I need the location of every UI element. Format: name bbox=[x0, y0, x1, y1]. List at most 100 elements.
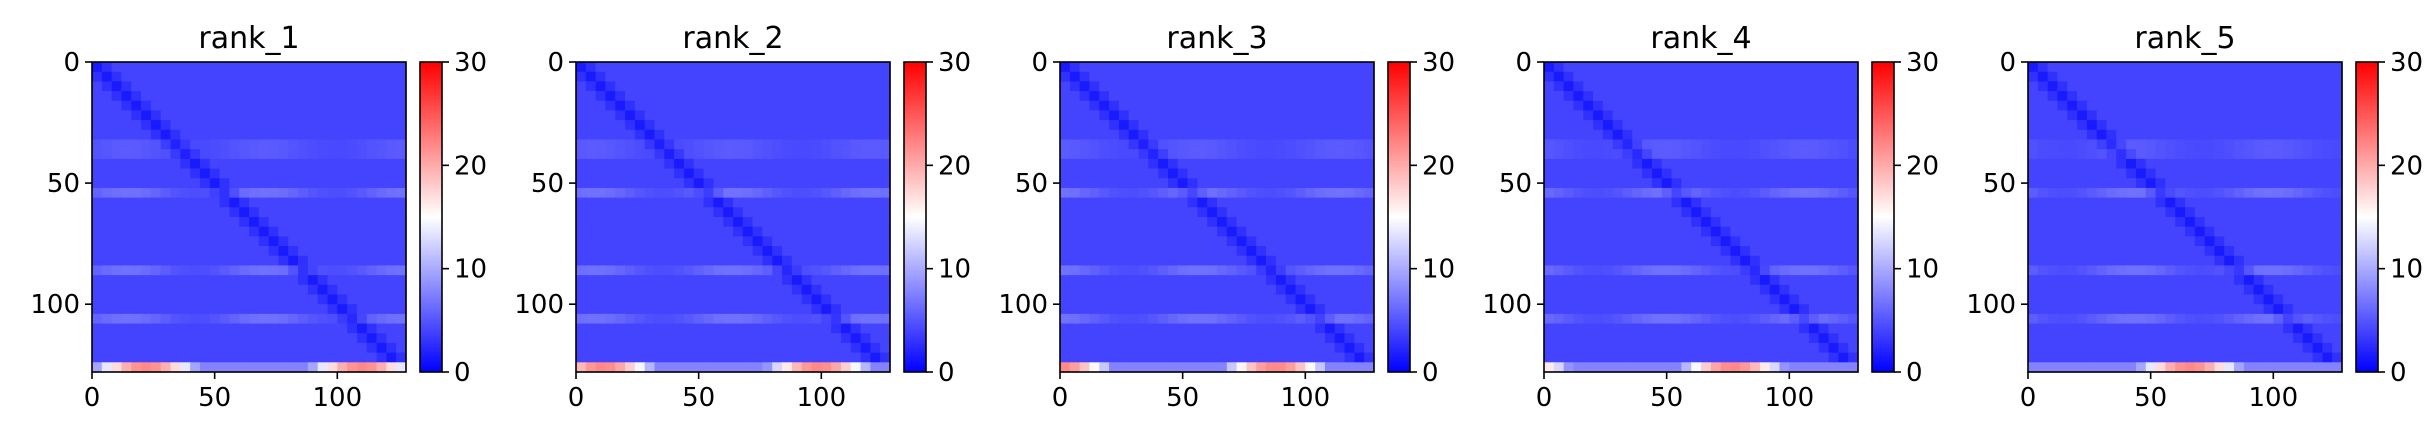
heatmap-cell bbox=[782, 110, 793, 121]
heatmap-cell bbox=[229, 168, 240, 179]
heatmap-cell bbox=[2106, 120, 2117, 131]
heatmap-cell bbox=[327, 129, 338, 141]
heatmap-cell bbox=[1593, 333, 1604, 344]
heatmap-cell bbox=[239, 226, 250, 237]
heatmap-cell bbox=[2302, 149, 2314, 160]
heatmap-cell bbox=[141, 187, 152, 199]
heatmap-cell bbox=[347, 236, 358, 247]
heatmap-cell bbox=[101, 294, 113, 305]
heatmap-cell bbox=[762, 255, 773, 267]
heatmap-cell bbox=[1256, 91, 1267, 102]
heatmap-cell bbox=[1295, 139, 1306, 150]
heatmap-cell bbox=[595, 333, 607, 344]
heatmap-cell bbox=[2224, 62, 2235, 73]
heatmap-cell bbox=[356, 139, 368, 150]
heatmap-cell bbox=[2057, 120, 2068, 131]
heatmap-cell bbox=[2135, 129, 2147, 141]
heatmap-cell bbox=[595, 255, 607, 267]
heatmap-cell bbox=[2037, 197, 2049, 208]
heatmap-cell bbox=[1305, 81, 1316, 92]
heatmap-cell bbox=[229, 100, 240, 112]
heatmap-cell bbox=[268, 217, 280, 228]
heatmap-cell bbox=[860, 246, 871, 257]
heatmap-cell bbox=[376, 178, 387, 189]
heatmap-cell bbox=[1661, 333, 1673, 344]
heatmap-cells bbox=[576, 62, 891, 373]
heatmap-cell bbox=[1295, 313, 1306, 325]
heatmap-cell bbox=[831, 236, 842, 247]
heatmap-cell bbox=[880, 62, 891, 73]
heatmap-cell bbox=[1079, 255, 1091, 267]
heatmap-cell bbox=[170, 187, 181, 199]
heatmap-cell bbox=[366, 362, 378, 373]
heatmap-cell bbox=[1069, 207, 1081, 218]
heatmap-cell bbox=[131, 333, 142, 344]
heatmap-cell bbox=[664, 71, 675, 82]
heatmap-cell bbox=[199, 323, 211, 334]
heatmap-cell bbox=[1553, 323, 1565, 334]
heatmap-cell bbox=[1334, 294, 1346, 305]
heatmap-cell bbox=[2106, 168, 2117, 179]
heatmap-cell bbox=[1118, 110, 1130, 121]
heatmap-cell bbox=[2067, 100, 2078, 112]
heatmap-cell bbox=[576, 91, 587, 102]
heatmap-cell bbox=[880, 110, 891, 121]
heatmap-cell bbox=[1563, 313, 1575, 325]
heatmap-cell bbox=[1769, 110, 1781, 121]
heatmap-cell bbox=[190, 352, 201, 363]
heatmap-cell bbox=[2096, 81, 2108, 92]
heatmap-cell bbox=[376, 246, 387, 257]
heatmap-cell bbox=[1583, 197, 1594, 208]
heatmap-cell bbox=[1563, 120, 1575, 131]
heatmap-cell bbox=[2312, 100, 2323, 112]
heatmap-cell bbox=[209, 129, 221, 141]
heatmap-cell bbox=[772, 62, 783, 73]
heatmap-cell bbox=[2243, 139, 2255, 150]
heatmap-cell bbox=[723, 91, 734, 102]
heatmap-cell bbox=[713, 197, 724, 208]
heatmap-cell bbox=[1266, 197, 1277, 208]
heatmap-cell bbox=[821, 139, 832, 150]
heatmap-cell bbox=[1256, 333, 1267, 344]
heatmap-cell bbox=[683, 362, 695, 373]
heatmap-cell bbox=[2175, 139, 2186, 150]
heatmap-cell bbox=[258, 91, 270, 102]
heatmap-cell bbox=[2135, 187, 2147, 199]
heatmap-cell bbox=[1848, 139, 1859, 150]
heatmap-cell bbox=[595, 275, 607, 286]
heatmap-cell bbox=[2273, 265, 2284, 276]
heatmap-cell bbox=[1109, 246, 1120, 257]
heatmap-cell bbox=[1769, 246, 1781, 257]
heatmap-cell bbox=[1612, 265, 1624, 276]
heatmap-cell bbox=[2234, 207, 2245, 218]
heatmap-cell bbox=[1701, 168, 1712, 179]
heatmap-cell bbox=[2145, 226, 2157, 237]
heatmap-cell bbox=[1593, 178, 1604, 189]
heatmap-cell bbox=[733, 255, 744, 267]
heatmap-cell bbox=[1236, 149, 1248, 160]
heatmap-cell bbox=[644, 226, 656, 237]
heatmap-cell bbox=[101, 333, 113, 344]
heatmap-cell bbox=[2263, 275, 2274, 286]
heatmap-cell bbox=[1769, 168, 1781, 179]
heatmap-cell bbox=[1828, 352, 1839, 363]
heatmap-cell bbox=[1622, 178, 1633, 189]
heatmap-cell bbox=[2224, 207, 2235, 218]
heatmap-cell bbox=[2155, 71, 2166, 82]
heatmap-cell bbox=[2263, 294, 2274, 305]
heatmap-cell bbox=[1544, 71, 1555, 82]
heatmap-cell bbox=[615, 158, 626, 170]
heatmap-cell bbox=[2135, 100, 2147, 112]
heatmap-cell bbox=[1651, 275, 1663, 286]
heatmap-cell bbox=[654, 100, 665, 112]
heatmap-cell bbox=[1740, 217, 1751, 228]
heatmap-cell bbox=[317, 187, 329, 199]
heatmap-cell bbox=[1217, 217, 1228, 228]
heatmap-cell bbox=[1612, 226, 1624, 237]
heatmap-cell bbox=[2106, 217, 2117, 228]
heatmap-cell bbox=[615, 71, 626, 82]
heatmap-cell bbox=[1099, 236, 1110, 247]
heatmap-cell bbox=[1710, 71, 1722, 82]
heatmap-cell bbox=[1671, 342, 1682, 354]
heatmap-cell bbox=[2155, 62, 2166, 73]
